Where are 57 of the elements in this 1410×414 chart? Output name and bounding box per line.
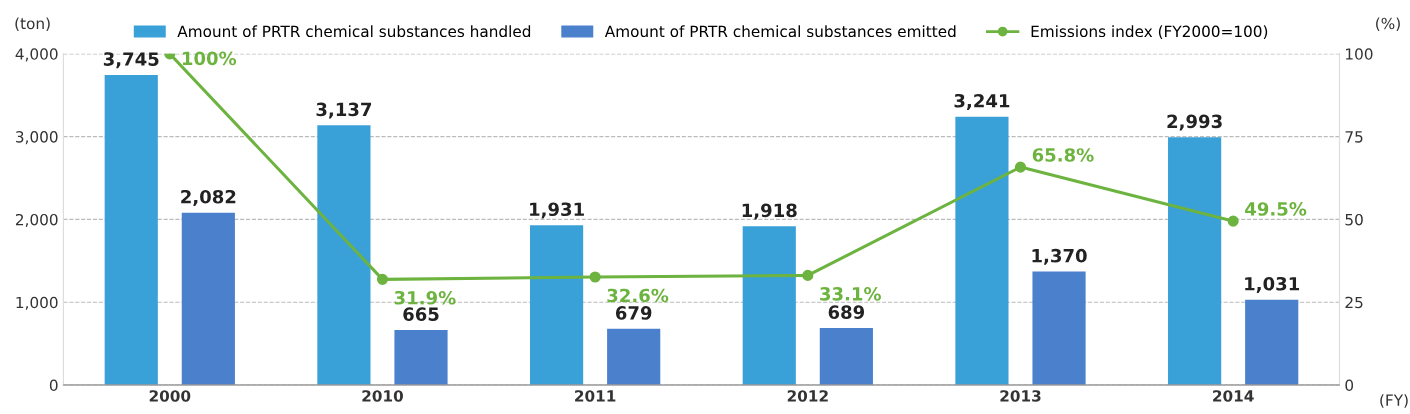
data-label: 65.8% xyxy=(1032,148,1094,162)
y2-tick-label: 75 xyxy=(1345,131,1363,143)
bar xyxy=(819,327,873,386)
bar xyxy=(317,125,371,386)
bar xyxy=(607,328,661,386)
data-label: 3,745 xyxy=(103,52,159,69)
bar xyxy=(1245,299,1299,386)
x-tick-label: 2013 xyxy=(1000,390,1041,402)
bar xyxy=(1032,271,1086,386)
y-tick-label: 0 xyxy=(49,379,58,392)
bar xyxy=(530,225,584,386)
data-label: 1,370 xyxy=(1032,248,1087,265)
data-label: 49.5% xyxy=(1245,202,1307,216)
legend-label: Amount of PRTR chemical substances handled xyxy=(177,25,531,38)
x-tick-label: 2010 xyxy=(362,390,403,402)
x-axis-title: (FY) xyxy=(1380,394,1408,408)
data-label: 665 xyxy=(403,307,439,321)
y-axis-title: (ton) xyxy=(15,17,50,31)
bar xyxy=(394,329,448,386)
data-label: 1,918 xyxy=(742,203,797,220)
legend-label: Emissions index (FY2000=100) xyxy=(1031,25,1268,39)
y-tick-label: 4,000 xyxy=(15,48,58,62)
bar xyxy=(181,212,235,386)
y2-tick-label: 50 xyxy=(1345,213,1363,226)
x-tick-label: 2000 xyxy=(149,390,191,402)
y-tick-label: 3,000 xyxy=(16,131,58,145)
data-label: 679 xyxy=(615,306,652,320)
x-tick-label: 2014 xyxy=(1213,390,1254,402)
point xyxy=(376,273,389,285)
point xyxy=(802,269,814,281)
bar xyxy=(1168,137,1222,386)
legend-label: Amount of PRTR chemical substances emitted xyxy=(604,25,956,38)
data-label: 2,993 xyxy=(1167,114,1222,131)
data-label: 689 xyxy=(828,305,865,319)
data-label: 2,082 xyxy=(181,189,236,206)
y-tick-label: 1,000 xyxy=(16,296,58,310)
x-tick-label: 2012 xyxy=(787,390,828,402)
data-label: 33.1% xyxy=(820,286,881,301)
data-label: 1,031 xyxy=(1245,276,1300,293)
point xyxy=(589,271,601,283)
y2-tick-label: 25 xyxy=(1345,296,1363,309)
bar xyxy=(104,74,158,386)
point xyxy=(1227,215,1239,227)
data-label: 3,137 xyxy=(316,102,372,119)
data-label: 31.9% xyxy=(394,290,456,305)
data-label: 100% xyxy=(182,51,237,66)
y2-tick-label: 100 xyxy=(1346,48,1373,60)
bar xyxy=(742,226,796,386)
data-label: 1,931 xyxy=(530,202,584,219)
x-tick-label: 2011 xyxy=(575,390,616,402)
data-label: 3,241 xyxy=(954,93,1010,110)
bar xyxy=(955,116,1009,386)
y-tick-label: 2,000 xyxy=(15,213,58,227)
y2-tick-label: 0 xyxy=(1345,379,1354,392)
point xyxy=(1014,161,1027,173)
y2-axis-title: (%) xyxy=(1376,17,1400,31)
data-label: 32.6% xyxy=(607,288,669,303)
